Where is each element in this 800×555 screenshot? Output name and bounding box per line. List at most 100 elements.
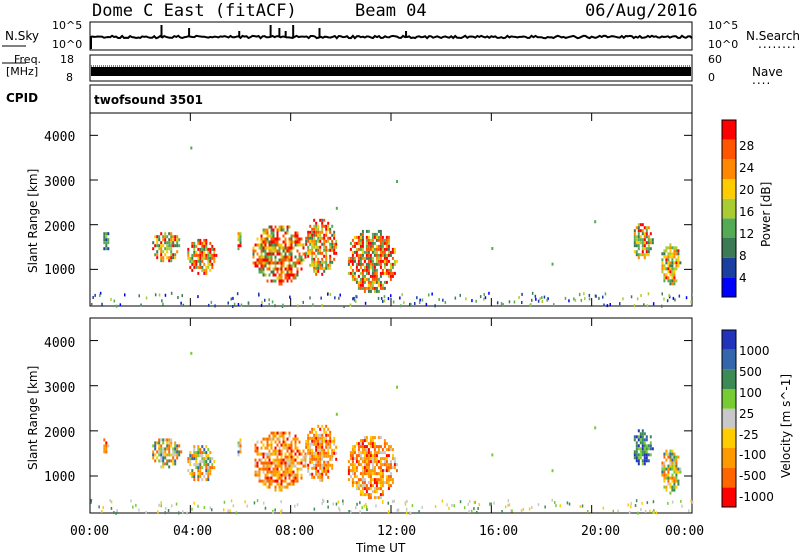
power-echo-cell [331,248,334,252]
velocity-echo-cell [191,475,194,479]
velocity-sparse-point [491,453,494,457]
velocity-echo-cell [205,445,208,449]
velocity-colorbar-segment [722,369,736,389]
ytick-top-2000: 2000 [44,220,76,235]
power-echo-cell [317,257,320,261]
velocity-echo-cell [331,448,334,452]
power-ground-scatter [377,296,380,300]
velocity-echo-cell [158,459,161,463]
power-echo-cell [168,256,171,260]
velocity-echo-cell [359,463,362,467]
power-echo-cell [365,238,368,242]
velocity-echo-cell [258,467,261,471]
power-echo-cell [280,258,283,262]
power-echo-cell [105,247,108,251]
power-echo-cell [395,259,398,263]
velocity-echo-cell [319,436,322,440]
power-echo-cell [266,267,269,271]
velocity-echo-cell [645,459,648,463]
velocity-echo-cell [199,451,202,455]
power-echo-cell [383,253,386,257]
power-echo-cell [162,250,165,254]
power-echo-cell [311,257,314,261]
power-echo-cell [331,239,334,243]
power-echo-cell [237,244,240,248]
power-ground-scatter [666,299,669,303]
velocity-echo-cell [633,450,636,454]
power-echo-cell [649,238,652,242]
velocity-echo-cell [199,469,202,473]
velocity-ground-scatter [493,501,495,505]
velocity-echo-cell [311,475,314,479]
power-echo-cell [178,238,181,242]
velocity-ground-scatter [160,501,162,505]
power-echo-cell [645,229,648,233]
power-echo-cell [313,242,316,246]
power-echo-cell [379,283,382,287]
velocity-ground-scatter [434,505,437,508]
power-echo-cell [237,238,240,242]
velocity-echo-cell [357,451,360,455]
velocity-echo-cell [288,443,291,447]
velocity-echo-cell [207,448,210,452]
velocity-echo-cell [331,451,334,455]
velocity-echo-cell [266,452,269,456]
velocity-echo-cell [383,457,386,461]
velocity-echo-cell [290,482,293,486]
velocity-echo-cell [172,450,175,454]
velocity-echo-cell [641,438,644,442]
velocity-echo-cell [256,449,259,453]
velocity-echo-cell [361,448,364,452]
power-echo-cell [280,255,283,259]
velocity-echo-cell [274,431,277,435]
power-echo-cell [266,237,269,241]
velocity-ground-scatter [653,510,655,514]
power-ground-scatter [91,303,93,306]
power-echo-cell [213,247,216,251]
power-echo-cell [187,256,190,260]
velocity-ground-scatter [359,510,361,514]
velocity-echo-cell [381,469,384,473]
velocity-echo-cell [307,445,310,449]
velocity-echo-cell [105,444,108,448]
power-echo-cell [300,237,303,241]
power-echo-cell [635,253,638,257]
power-ground-scatter [268,303,270,306]
velocity-echo-cell [266,437,269,441]
velocity-echo-cell [276,461,279,465]
power-echo-cell [373,235,376,239]
power-echo-cell [268,225,271,229]
power-echo-cell [379,274,382,278]
power-echo-cell [172,241,175,245]
velocity-echo-cell [643,432,646,436]
velocity-echo-cell [286,485,289,489]
velocity-echo-cell [367,496,370,500]
velocity-echo-cell [205,466,208,470]
velocity-echo-cell [239,438,242,442]
velocity-echo-cell [278,434,281,438]
power-echo-cell [643,244,646,248]
power-echo-cell [176,238,179,242]
velocity-echo-cell [375,451,378,455]
power-echo-cell [333,233,336,237]
power-ground-scatter [236,292,239,296]
velocity-echo-cell [373,457,376,461]
velocity-echo-cell [294,434,297,438]
velocity-ground-scatter [138,508,140,512]
power-echo-cell [643,232,646,236]
cpid-value: twofsound 3501 [94,93,203,107]
velocity-echo-cell [298,461,301,465]
power-echo-cell [361,271,364,275]
velocity-echo-cell [325,433,328,437]
power-echo-cell [673,252,676,256]
power-echo-cell [381,259,384,263]
velocity-echo-cell [661,464,664,468]
velocity-echo-cell [369,442,372,446]
velocity-echo-cell [270,464,273,468]
velocity-echo-cell [164,453,167,457]
power-echo-cell [365,229,368,233]
power-echo-cell [264,228,267,232]
velocity-echo-cell [363,463,366,467]
velocity-echo-cell [290,458,293,462]
power-echo-cell [193,253,196,257]
